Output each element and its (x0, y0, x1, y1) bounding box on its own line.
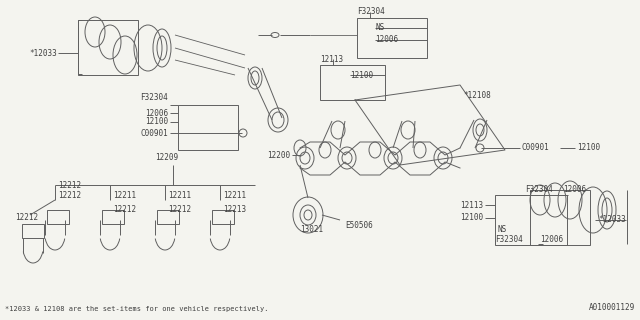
Text: 12006: 12006 (375, 36, 398, 44)
Bar (320, 65, 385, 100)
Text: *12108: *12108 (463, 91, 491, 100)
Text: *12033: *12033 (598, 215, 626, 225)
Bar (495, 195, 567, 245)
Text: F32304: F32304 (525, 186, 553, 195)
Text: F32304: F32304 (140, 93, 168, 102)
Text: 12211: 12211 (113, 191, 136, 201)
Text: NS: NS (498, 226, 508, 235)
Text: 12211: 12211 (168, 191, 191, 201)
Text: 12200: 12200 (267, 150, 290, 159)
Text: 12006: 12006 (145, 108, 168, 117)
Text: F32304: F32304 (495, 236, 523, 244)
Text: 12212: 12212 (58, 180, 81, 189)
Bar (530, 190, 590, 245)
Text: 12113: 12113 (460, 201, 483, 210)
Text: 12212: 12212 (113, 204, 136, 213)
Text: C00901: C00901 (140, 129, 168, 138)
Text: 12209: 12209 (155, 154, 178, 163)
Text: 12213: 12213 (223, 204, 246, 213)
Text: 12211: 12211 (223, 191, 246, 201)
Text: 12006: 12006 (563, 186, 586, 195)
Bar (212, 210, 234, 224)
Text: NS: NS (375, 23, 384, 33)
Text: C00901: C00901 (522, 143, 550, 153)
Text: F32304: F32304 (357, 7, 385, 17)
Text: 12006: 12006 (540, 236, 563, 244)
Text: 12100: 12100 (460, 213, 483, 222)
Bar (78, 20, 138, 75)
Text: 12100: 12100 (350, 70, 373, 79)
Text: 12212: 12212 (58, 191, 81, 201)
Text: 12100: 12100 (145, 117, 168, 126)
Text: 12113: 12113 (320, 54, 343, 63)
Bar (157, 210, 179, 224)
Text: 13021: 13021 (300, 226, 323, 235)
Text: E50506: E50506 (345, 220, 372, 229)
Bar (357, 18, 427, 58)
Bar (178, 105, 238, 150)
Text: *12033: *12033 (29, 49, 57, 58)
Bar (102, 210, 124, 224)
Text: 12212: 12212 (15, 213, 38, 222)
Text: *12033 & 12108 are the set-items for one vehicle respectively.: *12033 & 12108 are the set-items for one… (5, 306, 269, 312)
Text: 12212: 12212 (168, 204, 191, 213)
Text: 12100: 12100 (577, 143, 600, 153)
Bar (47, 210, 69, 224)
Bar (22, 224, 44, 238)
Text: A010001129: A010001129 (589, 303, 635, 312)
